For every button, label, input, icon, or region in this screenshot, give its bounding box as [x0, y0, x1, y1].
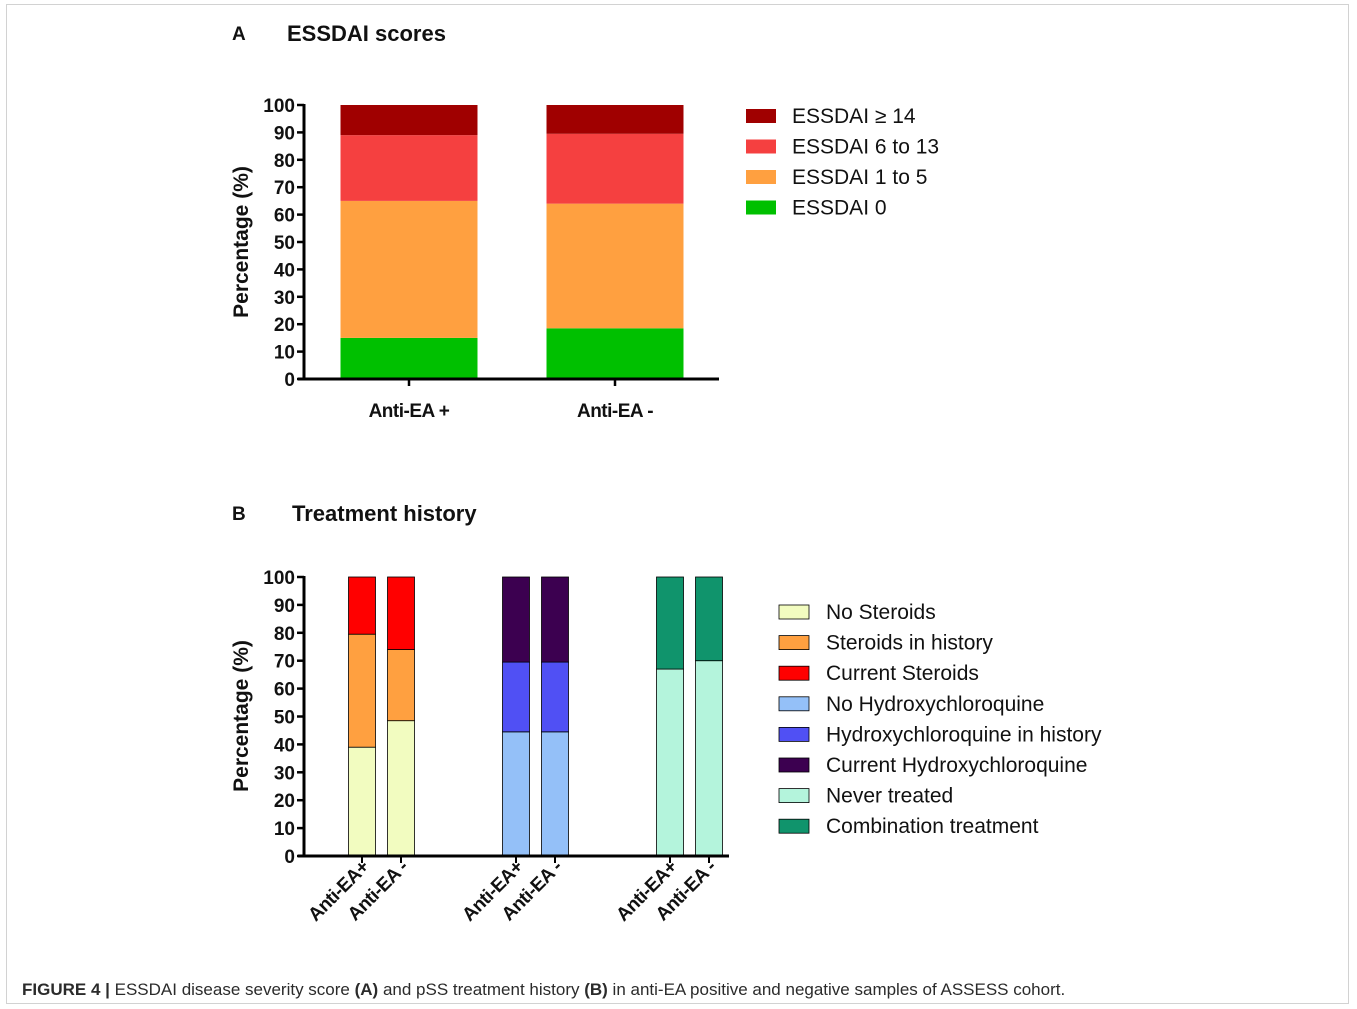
- chart2-bar-7-4: [656, 576, 684, 670]
- chart2-legend-label-7: Combination treatment: [826, 815, 1039, 838]
- chart1-x-tick-label-1: Anti-EA -: [577, 401, 653, 422]
- chart2-y-tick-label-6: 60: [274, 680, 295, 701]
- chart1-legend-label-2: ESSDAI 6 to 13: [792, 136, 939, 159]
- chart1-y-tick-label-1: 10: [274, 343, 295, 364]
- chart1-bar-1-1: [546, 203, 684, 329]
- chart2-title: Treatment history: [292, 501, 477, 526]
- chart2-legend-label-0: No Steroids: [826, 601, 936, 624]
- chart1-bar-2-1: [546, 133, 684, 204]
- chart1-legend-swatch-2: [746, 139, 776, 154]
- chart2-legend-swatch-7: [778, 818, 810, 834]
- chart2-y-tick-label-0: 0: [284, 847, 295, 868]
- chart2-legend-swatch-6: [778, 788, 810, 803]
- caption-label: FIGURE 4 |: [22, 980, 110, 999]
- chart2-panel-letter: B: [232, 504, 246, 525]
- chart2-legend-swatch-4: [778, 727, 810, 742]
- chart2-legend-swatch-0: [778, 604, 810, 620]
- chart2-bar-4-3: [541, 661, 569, 733]
- chart2-y-tick-label-5: 50: [274, 708, 295, 729]
- chart1-bar-0-0: [340, 337, 478, 379]
- chart2-legend-label-2: Current Steroids: [826, 662, 979, 685]
- chart2-bar-6-4: [656, 668, 684, 857]
- chart2-bar-7-5: [695, 576, 723, 662]
- chart2-y-tick-label-7: 70: [274, 652, 295, 673]
- chart2-legend-swatch-1: [778, 635, 810, 650]
- chart1-x-tick-label-0: Anti-EA +: [369, 401, 450, 422]
- chart1-bar-1-0: [340, 200, 478, 338]
- chart1-y-tick-label-10: 100: [263, 96, 295, 117]
- chart1-y-tick-label-7: 70: [274, 178, 295, 199]
- chart1-legend-label-3: ESSDAI ≥ 14: [792, 105, 916, 128]
- chart1-y-tick-label-6: 60: [274, 206, 295, 227]
- chart2-bar-5-3: [541, 576, 569, 663]
- chart1-legend-swatch-0: [746, 200, 776, 215]
- chart2-y-tick-label-1: 10: [274, 819, 295, 840]
- chart2-bar-6-5: [695, 660, 723, 857]
- chart1-legend-label-0: ESSDAI 0: [792, 197, 887, 220]
- chart1-bar-3-1: [546, 105, 684, 134]
- caption-ref-b: (B): [584, 980, 608, 999]
- caption-ref-a: (A): [354, 980, 379, 999]
- chart2-bar-1-1: [387, 649, 415, 722]
- chart2-y-tick-label-10: 100: [263, 568, 295, 589]
- chart2-bar-0-1: [387, 720, 415, 857]
- chart1-y-tick-label-3: 30: [274, 288, 295, 309]
- chart2-bar-1-0: [348, 633, 376, 748]
- chart2-legend-swatch-5: [778, 757, 810, 773]
- chart1-title: ESSDAI scores: [287, 21, 446, 46]
- chart1-legend-swatch-3: [746, 109, 776, 123]
- chart1-bar-3-0: [340, 105, 478, 136]
- chart2-bar-2-1: [387, 576, 415, 650]
- chart1-y-tick-label-0: 0: [284, 370, 295, 391]
- chart2-legend-label-4: Hydroxychloroquine in history: [826, 723, 1102, 746]
- chart2-legend-swatch-3: [778, 696, 810, 712]
- chart2-y-tick-label-8: 80: [274, 624, 295, 645]
- chart2-y-tick-label-4: 40: [274, 735, 295, 756]
- caption-text-1: ESSDAI disease severity score: [109, 980, 355, 999]
- chart1-y-tick-label-5: 50: [274, 233, 295, 254]
- chart2-y-axis-label: Percentage (%): [230, 640, 253, 792]
- chart1-bar-2-0: [340, 135, 478, 201]
- chart1-y-tick-label-9: 90: [274, 123, 295, 144]
- figure-caption: FIGURE 4 | ESSDAI disease severity score…: [22, 980, 1065, 1000]
- chart2-legend-swatch-2: [778, 665, 810, 681]
- chart2-bar-5-2: [502, 576, 530, 663]
- chart2-bar-3-2: [502, 731, 530, 857]
- chart2-legend-label-5: Current Hydroxychloroquine: [826, 754, 1087, 777]
- chart2-legend-label-1: Steroids in history: [826, 632, 993, 655]
- chart2-bar-3-3: [541, 731, 569, 857]
- chart2-bar-0-0: [348, 746, 376, 857]
- chart2-legend-label-6: Never treated: [826, 785, 953, 808]
- chart1-y-tick-label-2: 20: [274, 315, 295, 336]
- chart1-panel-letter: A: [232, 24, 246, 45]
- chart1-y-axis-label: Percentage (%): [230, 166, 253, 318]
- chart1-y-tick-label-8: 80: [274, 151, 295, 172]
- chart1-y-tick-label-4: 40: [274, 260, 295, 281]
- chart2-y-tick-label-9: 90: [274, 596, 295, 617]
- chart1-legend-label-1: ESSDAI 1 to 5: [792, 166, 927, 189]
- chart1-legend-swatch-1: [746, 170, 776, 184]
- chart1-bar-0-1: [546, 328, 684, 379]
- caption-text-2: and pSS treatment history: [378, 980, 585, 999]
- caption-text-3: in anti-EA positive and negative samples…: [607, 980, 1066, 999]
- chart2-legend-label-3: No Hydroxychloroquine: [826, 693, 1044, 716]
- figure-frame: [6, 4, 1349, 1004]
- chart2-y-tick-label-3: 30: [274, 763, 295, 784]
- chart2-bar-4-2: [502, 661, 530, 733]
- chart2-y-tick-label-2: 20: [274, 791, 295, 812]
- chart2-bar-2-0: [348, 576, 376, 635]
